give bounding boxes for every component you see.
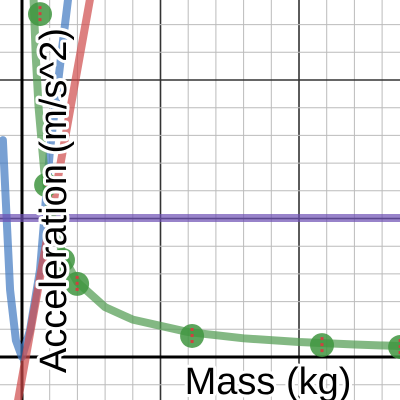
y-axis-label: Acceleration (m/s^2) xyxy=(33,28,75,373)
curve xyxy=(29,0,400,351)
data-point xyxy=(388,335,400,360)
x-axis-label: Mass (kg) xyxy=(185,361,352,400)
curve xyxy=(14,0,94,400)
